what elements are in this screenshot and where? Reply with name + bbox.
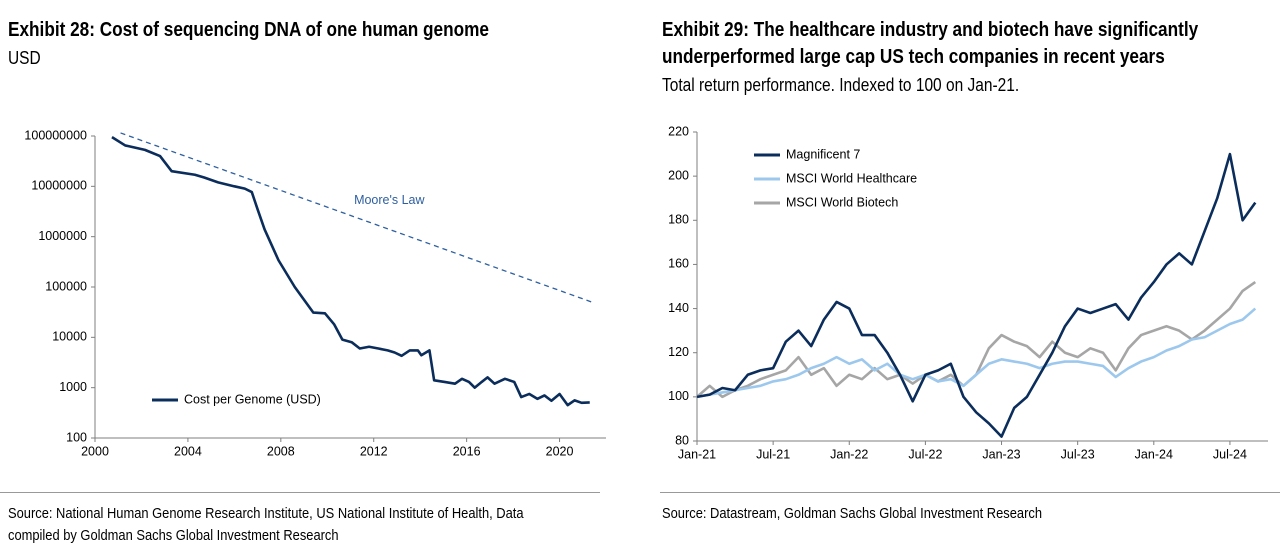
chart-title: Exhibit 28: Cost of sequencing DNA of on… bbox=[8, 19, 489, 41]
legend-label: MSCI World Healthcare bbox=[786, 171, 917, 185]
y-tick-label: 1000000 bbox=[38, 229, 87, 243]
x-tick-label: Jan-21 bbox=[678, 447, 716, 461]
y-tick-label: 120 bbox=[668, 345, 689, 359]
x-tick-label: 2004 bbox=[174, 444, 202, 458]
chart-title: Exhibit 29: The healthcare industry and … bbox=[662, 19, 1199, 68]
y-tick-label: 220 bbox=[668, 124, 689, 138]
y-tick-label: 100 bbox=[66, 430, 87, 444]
legend-label: Cost per Genome (USD) bbox=[184, 392, 321, 406]
series-label: Moore's Law bbox=[354, 193, 425, 207]
y-tick-label: 1000 bbox=[59, 380, 87, 394]
x-tick-label: Jul-22 bbox=[908, 447, 942, 461]
y-tick-label: 10000 bbox=[52, 330, 87, 344]
x-tick-label: 2008 bbox=[267, 444, 295, 458]
source-note: Source: National Human Genome Research I… bbox=[8, 505, 524, 544]
y-tick-label: 80 bbox=[675, 433, 689, 447]
y-tick-label: 100 bbox=[668, 389, 689, 403]
chart-subtitle: USD bbox=[8, 48, 41, 68]
y-tick-label: 180 bbox=[668, 213, 689, 227]
legend-label: MSCI World Biotech bbox=[786, 195, 898, 209]
y-tick-label: 10000000 bbox=[31, 179, 87, 193]
series-line bbox=[696, 307, 1257, 399]
x-tick-label: 2012 bbox=[360, 444, 388, 458]
x-tick-label: Jan-24 bbox=[1135, 447, 1173, 461]
legend-label: Magnificent 7 bbox=[786, 147, 860, 161]
y-tick-label: 160 bbox=[668, 257, 689, 271]
y-tick-label: 100000000 bbox=[24, 128, 87, 142]
x-tick-label: Jan-22 bbox=[830, 447, 868, 461]
x-tick-label: Jan-23 bbox=[982, 447, 1020, 461]
chart-subtitle: Total return performance. Indexed to 100… bbox=[662, 75, 1020, 95]
series-line bbox=[120, 132, 593, 303]
y-tick-label: 200 bbox=[668, 168, 689, 182]
x-tick-label: 2016 bbox=[453, 444, 481, 458]
x-tick-label: Jul-23 bbox=[1061, 447, 1095, 461]
series-line bbox=[696, 152, 1257, 438]
x-tick-label: 2000 bbox=[81, 444, 109, 458]
y-tick-label: 100000 bbox=[45, 279, 87, 293]
separator bbox=[0, 492, 600, 493]
x-tick-label: Jul-24 bbox=[1213, 447, 1247, 461]
x-tick-label: Jul-21 bbox=[756, 447, 790, 461]
separator bbox=[660, 492, 1280, 493]
source-note: Source: Datastream, Goldman Sachs Global… bbox=[662, 505, 1043, 522]
x-tick-label: 2020 bbox=[546, 444, 574, 458]
y-tick-label: 140 bbox=[668, 301, 689, 315]
series-line bbox=[111, 136, 590, 407]
